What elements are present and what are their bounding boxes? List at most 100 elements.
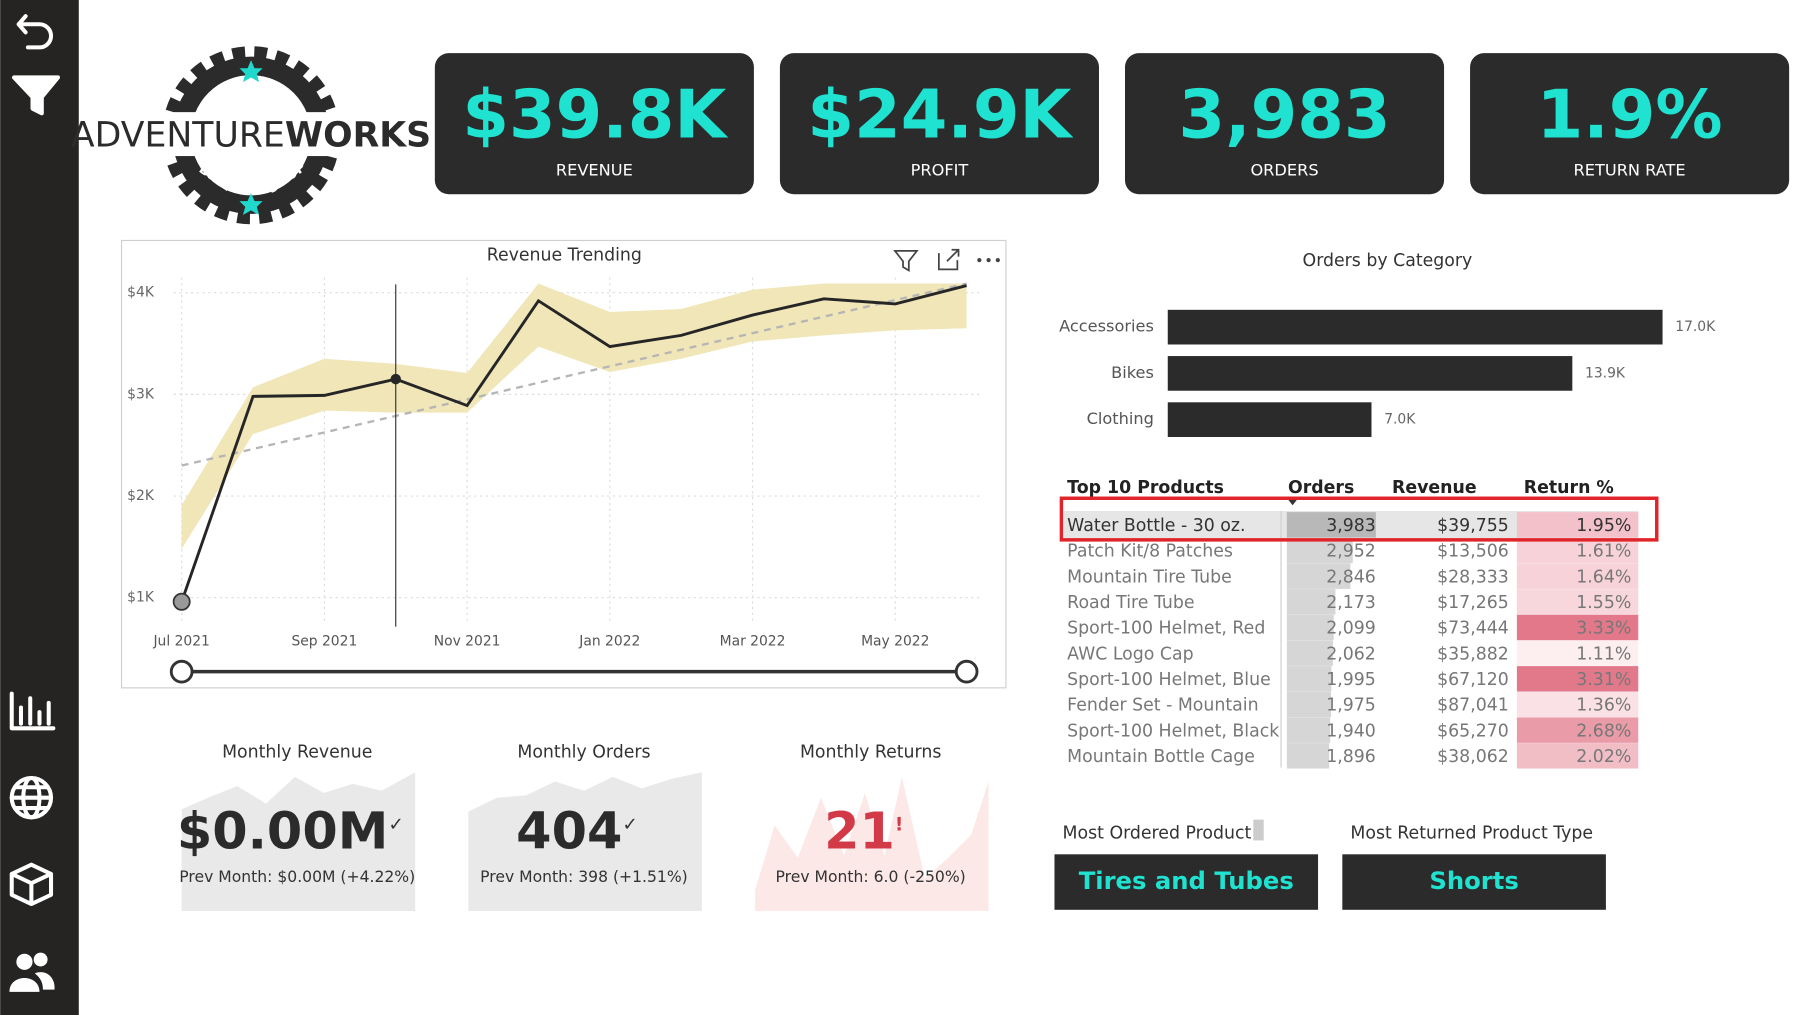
return-color-cell — [1516, 614, 1639, 641]
nav-customers[interactable] — [9, 952, 55, 992]
table-cell: $39,755 — [1437, 516, 1509, 536]
table-cell: 1,940 — [1326, 721, 1376, 741]
orders-data-bar — [1286, 743, 1330, 769]
table-cell: $38,062 — [1437, 747, 1509, 767]
return-color-cell — [1516, 666, 1639, 692]
y-tick-label: $3K — [127, 386, 155, 402]
kpi-label: REVENUE — [556, 161, 633, 180]
card-title: Monthly Revenue — [222, 743, 372, 763]
table-cell: 2,952 — [1326, 542, 1376, 562]
kpi-label: PROFIT — [911, 161, 969, 180]
card-value-text: $0.00M — [177, 802, 388, 861]
orders-data-bar — [1286, 666, 1332, 692]
orders-data-bar — [1286, 589, 1336, 615]
scroll-indicator — [1253, 819, 1264, 841]
table-header: Orders — [1288, 478, 1354, 498]
logo-name-light: ADVENTURE — [71, 115, 285, 155]
kpi-card — [1124, 53, 1445, 195]
x-tick-label: Mar 2022 — [720, 634, 786, 650]
table-cell: $13,506 — [1437, 542, 1509, 562]
orders-data-bar — [1286, 512, 1376, 538]
data-label: 17.0K — [1675, 319, 1716, 335]
nav-products[interactable] — [9, 862, 54, 907]
revenue-sparkline — [181, 772, 416, 911]
hover-point — [390, 373, 401, 385]
data-label: 13.9K — [1585, 365, 1626, 381]
table-cell: 1.11% — [1576, 644, 1631, 664]
table-cell: Mountain Tire Tube — [1067, 567, 1232, 587]
table-cell: 1,975 — [1326, 696, 1376, 716]
card-prev: Prev Month: 6.0 (-250%) — [776, 868, 966, 886]
nav-analytics[interactable] — [9, 691, 56, 731]
kpi-label: ORDERS — [1250, 161, 1318, 180]
kpi-card — [1470, 53, 1790, 195]
card-flag: ! — [895, 814, 903, 835]
card-flag: ✓ — [622, 814, 638, 835]
logo: ADVENTUREWORKS BIKE SHOP — [71, 46, 431, 225]
card-title: Monthly Returns — [800, 743, 941, 763]
table-header: Top 10 Products — [1067, 478, 1224, 498]
forecast-band — [181, 283, 967, 549]
bar — [1167, 356, 1573, 391]
highlight-label: Most Returned Product Type — [1350, 824, 1593, 844]
kpi-value: 3,983 — [1178, 76, 1390, 154]
table-cell: $73,444 — [1437, 619, 1509, 639]
table-header: Return % — [1524, 478, 1614, 498]
chart-filter-icon[interactable] — [893, 249, 919, 273]
table-cell: 1,896 — [1326, 747, 1376, 767]
table-cell: $17,265 — [1437, 593, 1509, 613]
orders-data-bar — [1286, 717, 1331, 743]
x-tick-label: Nov 2021 — [434, 634, 501, 650]
table-cell: 1.61% — [1576, 542, 1631, 562]
sort-indicator — [1287, 499, 1298, 506]
orders-data-bar — [1286, 640, 1333, 666]
returns-sparkline — [755, 776, 989, 911]
orders-data-bar — [1286, 563, 1351, 589]
x-tick-label: Jan 2022 — [578, 634, 640, 650]
x-tick-label: Jul 2021 — [152, 634, 209, 650]
nav-map[interactable] — [9, 775, 54, 820]
kpi-value: $39.8K — [462, 76, 728, 154]
back-button[interactable] — [16, 14, 53, 50]
table-cell: $87,041 — [1437, 696, 1509, 716]
highlight-value: Shorts — [1429, 866, 1518, 895]
return-color-cell — [1516, 640, 1639, 666]
kpi-card — [434, 53, 754, 195]
card-value-text: 404 — [516, 802, 622, 861]
table-cell: Water Bottle - 30 oz. — [1067, 516, 1245, 536]
table-cell: 1.36% — [1576, 696, 1631, 716]
y-tick-label: Accessories — [1059, 317, 1154, 336]
table-cell: AWC Logo Cap — [1067, 644, 1193, 664]
card-prev: Prev Month: $0.00M (+4.22%) — [179, 868, 415, 886]
y-tick-label: Clothing — [1087, 409, 1154, 428]
chart-focus-icon[interactable] — [938, 248, 960, 271]
chart-title: Orders by Category — [1303, 251, 1473, 271]
table-cell: 2.68% — [1576, 721, 1631, 741]
date-slider-start[interactable] — [169, 659, 194, 684]
chart-title: Revenue Trending — [487, 245, 642, 265]
return-color-cell — [1516, 589, 1639, 615]
card-value: $0.00M✓ — [177, 802, 404, 861]
y-tick-label: $2K — [127, 488, 155, 504]
card-title: Monthly Orders — [517, 743, 650, 763]
table-cell: Sport-100 Helmet, Blue — [1067, 670, 1271, 690]
orders-data-bar — [1286, 691, 1331, 718]
return-color-cell — [1516, 717, 1639, 743]
filter-button[interactable] — [12, 75, 60, 116]
y-tick-label: Bikes — [1111, 363, 1154, 382]
selection-highlight — [1059, 496, 1659, 542]
revenue-line — [180, 284, 967, 603]
table-cell: Fender Set - Mountain — [1067, 696, 1258, 716]
table-cell: 1.64% — [1576, 567, 1631, 587]
table-cell: 2,062 — [1326, 644, 1376, 664]
card-prev: Prev Month: 398 (+1.51%) — [480, 868, 688, 886]
table-cell: Mountain Bottle Cage — [1067, 747, 1255, 767]
date-slider-end[interactable] — [954, 659, 979, 684]
return-color-cell — [1516, 691, 1639, 718]
card-value: 404✓ — [516, 802, 638, 861]
chart-more-icon[interactable] — [977, 258, 1000, 263]
start-point — [172, 592, 191, 611]
table-cell: $28,333 — [1437, 567, 1509, 587]
return-color-cell — [1516, 563, 1639, 589]
